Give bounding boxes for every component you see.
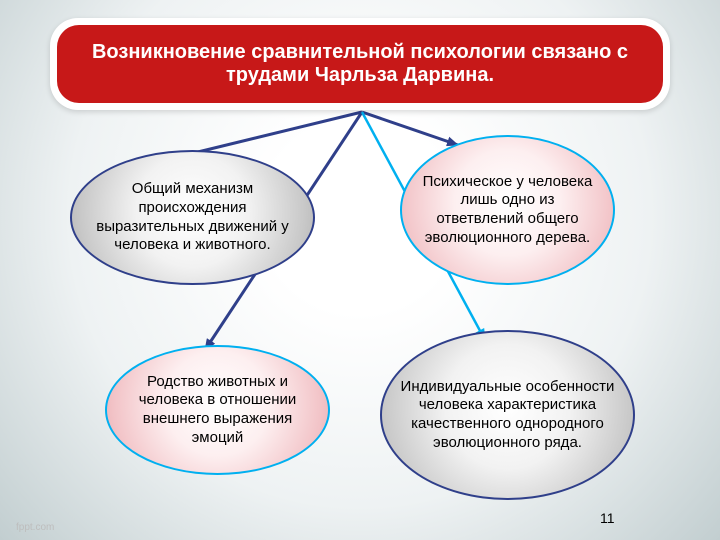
- node-n4: Индивидуальные особенности человека хара…: [380, 330, 635, 500]
- watermark: fppt.com: [16, 522, 54, 533]
- arrow: [362, 112, 458, 145]
- node-label: Индивидуальные особенности человека хара…: [396, 378, 619, 453]
- header-title: Возникновение сравнительной психологии с…: [77, 41, 643, 87]
- node-label: Родство животных и человека в отношении …: [121, 373, 314, 448]
- node-n3: Родство животных и человека в отношении …: [105, 345, 330, 475]
- slide: Возникновение сравнительной психологии с…: [0, 0, 720, 540]
- node-label: Психическое у человека лишь одно из отве…: [416, 173, 599, 248]
- header-box: Возникновение сравнительной психологии с…: [50, 18, 670, 110]
- page-number: 11: [600, 510, 615, 526]
- node-n2: Психическое у человека лишь одно из отве…: [400, 135, 615, 285]
- header-inner: Возникновение сравнительной психологии с…: [57, 25, 663, 103]
- node-label: Общий механизм происхождения выразительн…: [86, 180, 299, 255]
- node-n1: Общий механизм происхождения выразительн…: [70, 150, 315, 285]
